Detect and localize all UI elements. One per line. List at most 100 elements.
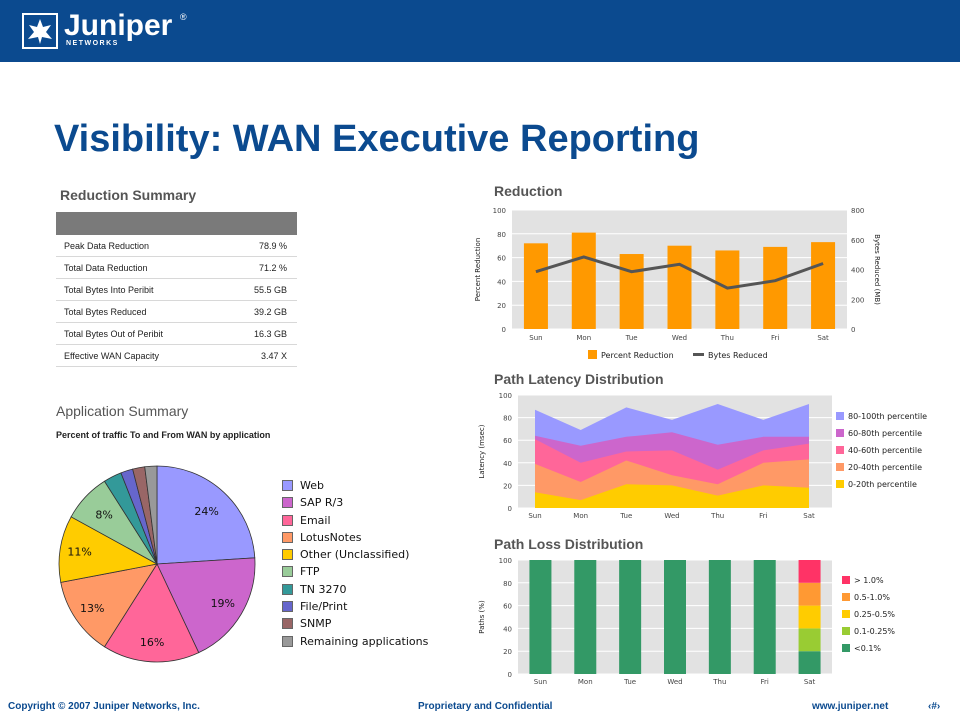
bar [715, 250, 740, 329]
legend-label: TN 3270 [300, 582, 347, 596]
table-row: Peak Data Reduction 78.9 % [56, 235, 297, 257]
legend-swatch [842, 576, 850, 584]
table-row: Total Bytes Reduced 39.2 GB [56, 301, 297, 323]
row-label: Total Bytes Into Peribit [64, 284, 154, 295]
legend-swatch [282, 583, 293, 595]
y-tick-label: 100 [493, 207, 506, 215]
x-tick-label: Tue [625, 334, 638, 342]
legend-label: SAP R/3 [300, 496, 344, 510]
bar-segment [798, 605, 821, 629]
x-tick-label: Thu [712, 678, 726, 686]
application-pie-chart: 24% 19% 16% 13% 11% 8% [58, 465, 256, 663]
brand-name: Juniper [64, 9, 173, 42]
footer-confidential: Proprietary and Confidential [418, 701, 553, 712]
loss-chart: 0 20 40 60 80 100 Paths (%) Sun Mon Tue Wed Thu Fri S… [478, 557, 895, 686]
legend-label: FTP [300, 565, 320, 579]
legend-swatch [836, 463, 844, 471]
slice-label: 24% [194, 505, 218, 518]
legend-swatch [282, 480, 293, 491]
y-tick-label: 20 [503, 482, 512, 490]
footer-url: www.juniper.net [812, 701, 889, 712]
bar-segment [753, 560, 776, 674]
bytes-reduced-line [535, 255, 824, 290]
leaf-icon [22, 13, 58, 49]
legend-swatch [588, 350, 597, 359]
y-axis-label: Paths (%) [478, 600, 486, 634]
legend-swatch [282, 531, 293, 543]
pie-slice [103, 563, 200, 663]
y-tick-label: 40 [497, 278, 506, 286]
legend-swatch [282, 618, 293, 630]
y-tick-label: 0 [508, 505, 512, 513]
row-value: 71.2 % [258, 262, 287, 273]
legend-swatch [836, 480, 844, 488]
y-tick-label: 100 [499, 557, 512, 565]
legend-swatch [282, 497, 293, 509]
bar-segment [619, 560, 642, 674]
y-tick-label: 100 [499, 392, 512, 400]
y-tick-label: 60 [497, 255, 506, 263]
y2-tick-label: 800 [851, 207, 864, 215]
legend-swatch [842, 610, 850, 618]
legend-swatch [836, 446, 844, 454]
reduction-chart: 0 20 40 60 80 100 0 200 400 600 800 Percent Reducti… [474, 207, 881, 360]
y-tick-label: 0 [508, 671, 512, 679]
legend-label: Web [300, 479, 324, 492]
x-tick-label: Thu [710, 512, 724, 520]
bar-segment [798, 560, 821, 583]
bar-segment [798, 651, 821, 674]
slice-label: 16% [140, 636, 164, 649]
loss-chart-title: Path Loss Distribution [494, 536, 644, 552]
y-tick-label: 60 [503, 603, 512, 611]
x-tick-label: Wed [667, 678, 682, 686]
x-tick-label: Fri [771, 334, 779, 342]
row-value: 55.5 GB [253, 284, 287, 295]
bar [811, 242, 836, 329]
bar [571, 232, 596, 329]
y-tick-label: 20 [497, 302, 506, 310]
legend-label: 40-60th percentile [848, 446, 922, 455]
legend-label: Bytes Reduced [708, 351, 768, 360]
header-bar: Juniper ® NETWORKS [0, 0, 960, 62]
x-tick-label: Sun [528, 512, 541, 520]
legend-label: SNMP [300, 617, 332, 631]
legend-swatch [282, 514, 293, 526]
legend-swatch [282, 601, 293, 613]
y-tick-label: 80 [497, 231, 506, 239]
x-tick-label: Sun [534, 678, 547, 686]
legend-swatch [842, 593, 850, 601]
area-series [535, 484, 809, 508]
y-tick-label: 40 [503, 460, 512, 468]
pie-slice [58, 516, 159, 583]
y2-axis-label: Bytes Reduced (MB) [873, 234, 881, 305]
x-tick-label: Mon [578, 678, 593, 686]
legend-label: Other (Unclassified) [300, 548, 410, 562]
legend-label: 60-80th percentile [848, 429, 922, 438]
page-number: ‹#› [928, 701, 941, 712]
y-tick-label: 0 [502, 326, 506, 334]
x-tick-label: Sat [804, 678, 816, 686]
slice-label: 13% [80, 602, 104, 615]
y-tick-label: 20 [503, 648, 512, 656]
bar [523, 243, 548, 329]
slice-label: 19% [211, 597, 235, 610]
x-tick-label: Wed [664, 512, 679, 520]
table-row: Effective WAN Capacity 3.47 X [56, 345, 297, 367]
x-tick-label: Wed [672, 334, 687, 342]
legend-label: 80-100th percentile [848, 412, 927, 421]
bar-segment [798, 582, 821, 606]
pie-slice [144, 465, 158, 565]
bar [763, 246, 788, 329]
bar-segment [798, 628, 821, 652]
legend-label: Percent Reduction [601, 351, 674, 360]
x-tick-label: Mon [573, 512, 588, 520]
x-tick-label: Thu [720, 334, 734, 342]
y-tick-label: 80 [503, 580, 512, 588]
x-tick-label: Tue [619, 512, 632, 520]
pie-slice [156, 557, 256, 654]
page-title: Visibility: WAN Executive Reporting [54, 118, 700, 160]
x-tick-label: Tue [623, 678, 636, 686]
x-tick-label: Mon [576, 334, 591, 342]
legend-swatch [836, 412, 844, 420]
legend-label: 0.1-0.25% [854, 627, 895, 636]
